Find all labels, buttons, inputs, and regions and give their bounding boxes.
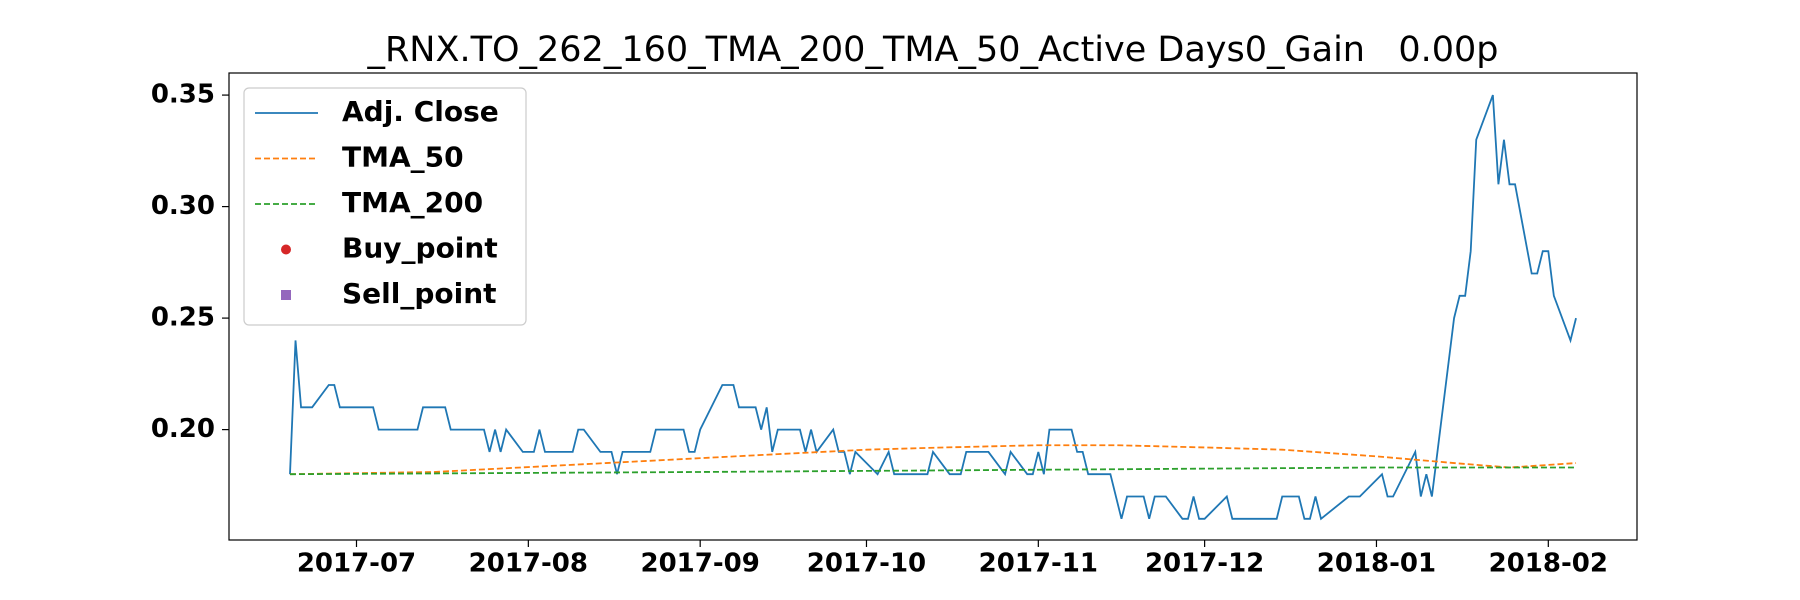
y-tick-label: 0.25 xyxy=(151,303,215,333)
y-tick-label: 0.20 xyxy=(151,414,215,444)
x-tick-label: 2018-02 xyxy=(1489,549,1608,579)
legend-label: Adj. Close xyxy=(342,95,499,128)
legend-label: TMA_200 xyxy=(342,186,483,219)
x-tick-label: 2018-01 xyxy=(1317,549,1436,579)
legend-marker xyxy=(281,244,291,255)
x-tick-label: 2017-11 xyxy=(979,549,1098,579)
legend-label: TMA_50 xyxy=(342,141,464,174)
legend-box xyxy=(243,87,527,326)
legend-label: Sell_point xyxy=(342,277,497,310)
y-tick-label: 0.30 xyxy=(151,191,215,221)
chart-title: _RNX.TO_262_160_TMA_200_TMA_50_Active Da… xyxy=(366,30,1498,70)
legend-label: Buy_point xyxy=(342,232,498,265)
y-tick-label: 0.35 xyxy=(151,80,215,110)
series-line xyxy=(289,466,1577,476)
plot-frame xyxy=(228,72,1638,541)
series-line xyxy=(289,444,1577,476)
legend-marker xyxy=(281,290,291,300)
x-tick-label: 2017-12 xyxy=(1145,549,1264,579)
x-tick-label: 2017-08 xyxy=(469,549,588,579)
x-tick-label: 2017-07 xyxy=(297,549,416,579)
x-tick-label: 2017-09 xyxy=(641,549,760,579)
x-tick-label: 2017-10 xyxy=(807,549,926,579)
